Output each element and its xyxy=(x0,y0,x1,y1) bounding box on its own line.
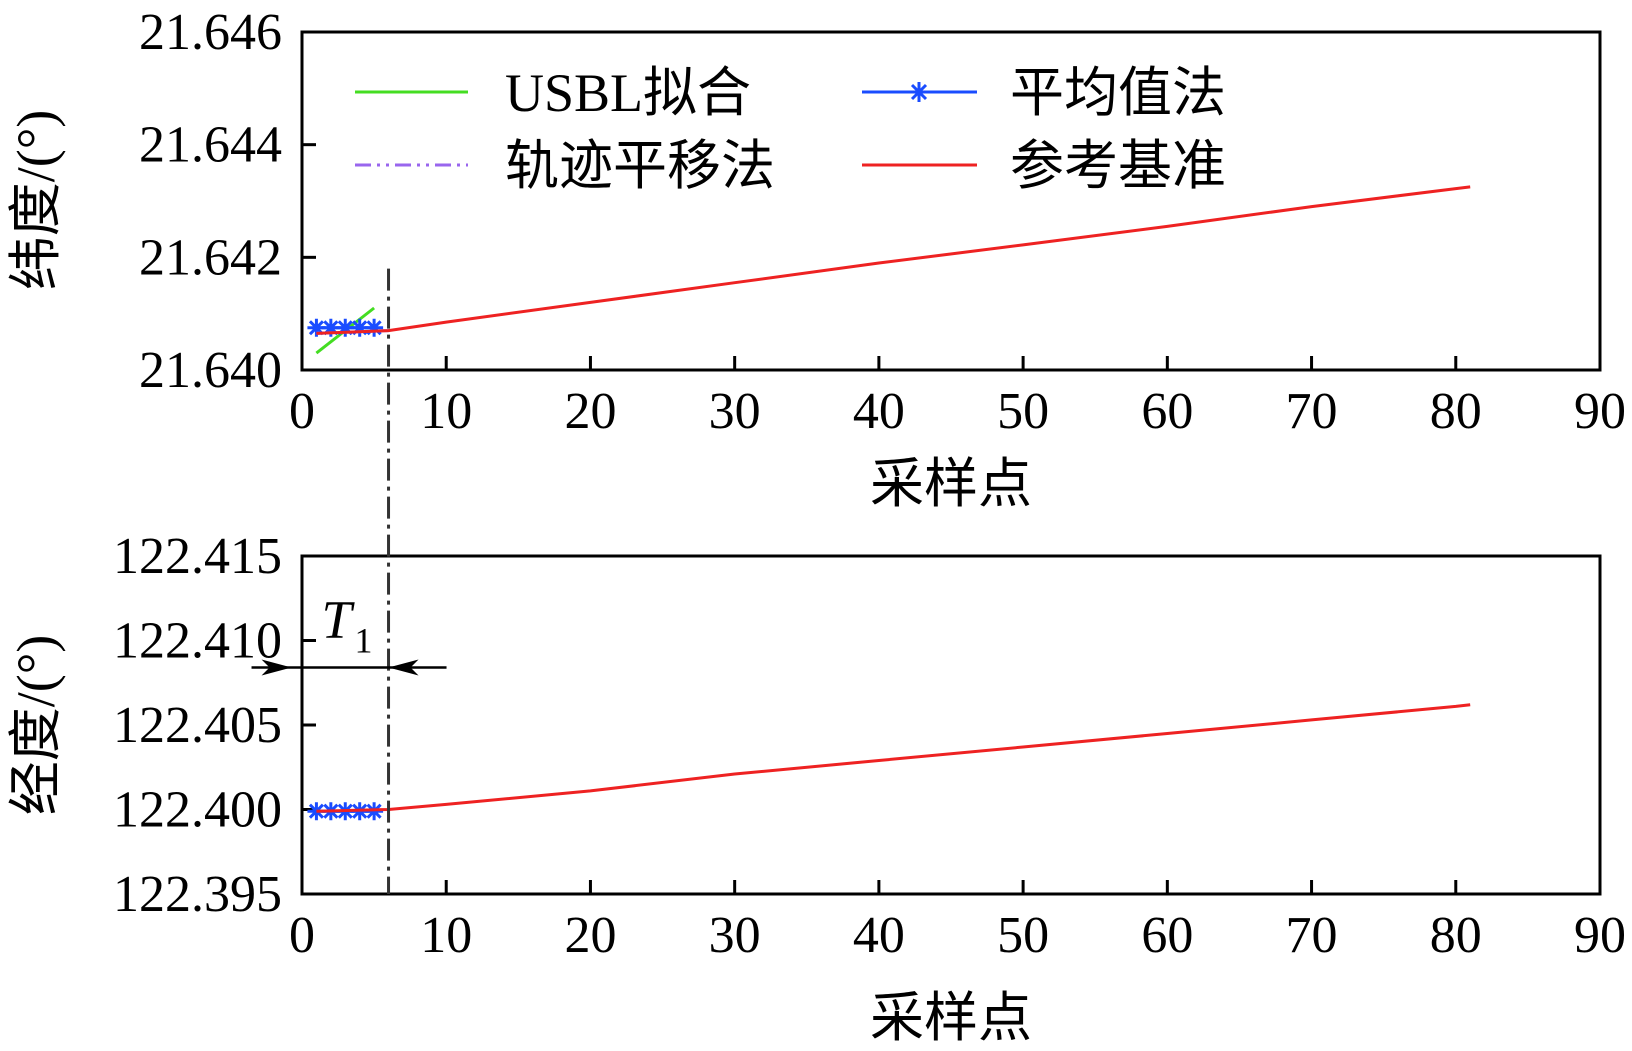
series-point-1 xyxy=(336,318,355,337)
series-line-3 xyxy=(316,185,1471,335)
x-axis-latitude: 0 10 20 30 40 50 60 70 80 90 xyxy=(289,356,1626,440)
x-tick-label: 10 xyxy=(420,383,472,440)
x-axis-longitude: 0 10 20 30 40 50 60 70 80 90 xyxy=(289,880,1626,964)
x-tick-label: 90 xyxy=(1574,907,1626,964)
legend: USBL拟合 平均值法 轨迹平移法 参考基准 xyxy=(355,63,1226,196)
x-tick-label: 50 xyxy=(997,383,1049,440)
chart-longitude: 0 10 20 30 40 50 60 70 80 90 122.395 122.400 122.40… xyxy=(6,528,1626,1048)
x-tick-label: 90 xyxy=(1574,383,1626,440)
plot-frame-longitude xyxy=(300,554,1602,896)
x-tick-label: 10 xyxy=(420,907,472,964)
x-tick-label: 80 xyxy=(1430,907,1482,964)
x-tick-label: 0 xyxy=(289,907,315,964)
series-layer-latitude xyxy=(307,185,1471,355)
series-point-1 xyxy=(307,318,326,337)
series-layer-longitude xyxy=(307,703,1471,821)
legend-star-mean xyxy=(909,82,929,102)
x-tick-label: 20 xyxy=(564,907,616,964)
legend-item-mean: 平均值法 xyxy=(862,63,1226,123)
legend-item-reference: 参考基准 xyxy=(862,136,1226,196)
legend-label-reference: 参考基准 xyxy=(1010,136,1226,196)
y-tick-label: 122.400 xyxy=(113,782,282,839)
x-tick-label: 0 xyxy=(289,383,315,440)
y-axis-label-latitude: 纬度/(°) xyxy=(6,110,66,291)
y-tick-label: 21.644 xyxy=(139,117,282,174)
x-axis-label-longitude: 采样点 xyxy=(870,988,1032,1048)
x-tick-label: 60 xyxy=(1141,383,1193,440)
x-tick-label: 60 xyxy=(1141,907,1193,964)
x-tick-label: 80 xyxy=(1430,383,1482,440)
series-point-1 xyxy=(365,318,384,337)
series-point-1 xyxy=(321,318,340,337)
y-axis-label-longitude: 经度/(°) xyxy=(6,635,66,816)
x-tick-label: 40 xyxy=(853,383,905,440)
legend-label-shift: 轨迹平移法 xyxy=(505,136,775,196)
y-tick-label: 21.646 xyxy=(139,4,282,61)
x-tick-label: 40 xyxy=(853,907,905,964)
y-tick-label: 21.640 xyxy=(139,342,282,399)
y-tick-label: 122.410 xyxy=(113,613,282,670)
y-tick-label: 21.642 xyxy=(139,229,282,286)
plot-frame-latitude xyxy=(300,30,1602,372)
x-tick-label: 30 xyxy=(709,907,761,964)
x-tick-label: 30 xyxy=(709,383,761,440)
y-tick-label: 122.395 xyxy=(113,866,282,923)
y-axis-latitude: 21.640 21.642 21.644 21.646 xyxy=(139,4,316,399)
y-tick-label: 122.415 xyxy=(113,528,282,585)
t1-interval-annotation: T 1 xyxy=(251,590,447,676)
legend-label-usbl: USBL拟合 xyxy=(505,63,751,123)
chart-latitude: 0 10 20 30 40 50 60 70 80 90 21.64021.64221.64421… xyxy=(6,4,1626,514)
t1-subscript: 1 xyxy=(355,621,373,661)
series-point-1 xyxy=(350,318,369,337)
x-tick-label: 70 xyxy=(1286,383,1338,440)
x-axis-label-latitude: 采样点 xyxy=(870,454,1032,514)
t1-arrow-left xyxy=(261,659,292,676)
series-line-1 xyxy=(316,703,1471,813)
x-tick-label: 50 xyxy=(997,907,1049,964)
legend-item-shift: 轨迹平移法 xyxy=(355,136,775,196)
legend-item-usbl: USBL拟合 xyxy=(355,63,751,123)
legend-label-mean: 平均值法 xyxy=(1010,63,1226,123)
x-tick-label: 70 xyxy=(1286,907,1338,964)
y-axis-longitude: 122.395 122.400 122.405 122.410 122.415 xyxy=(113,528,316,923)
x-tick-label: 20 xyxy=(564,383,616,440)
t1-label: T xyxy=(322,590,356,650)
t1-arrow-right xyxy=(388,659,419,676)
y-tick-label: 122.405 xyxy=(113,697,282,754)
